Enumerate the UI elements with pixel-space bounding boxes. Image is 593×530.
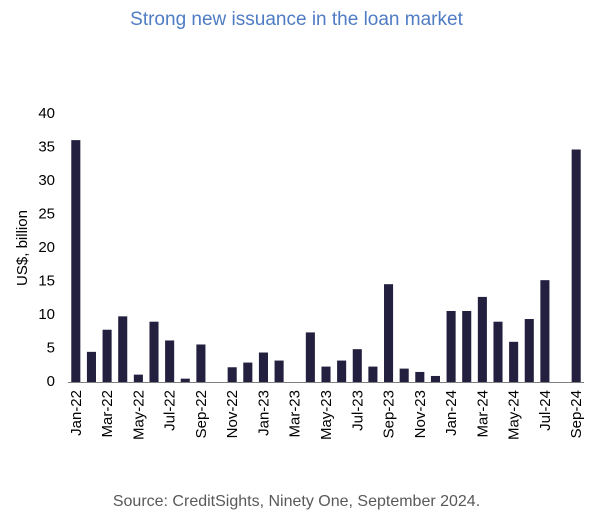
bar-feb-24 bbox=[462, 310, 472, 382]
bar-mar-22 bbox=[102, 329, 112, 382]
x-tick-label: Mar-22 bbox=[99, 390, 116, 438]
bars bbox=[71, 140, 581, 382]
bar-feb-23 bbox=[274, 360, 284, 382]
x-tick-label: Sep-24 bbox=[568, 390, 585, 438]
bar-aug-22 bbox=[180, 378, 190, 382]
bar-jan-24 bbox=[446, 310, 456, 382]
x-tick-label: Mar-23 bbox=[287, 390, 304, 438]
y-tick-label: 0 bbox=[47, 373, 55, 390]
bar-sep-23 bbox=[384, 284, 394, 382]
bar-chart: US$, billion 0 5 10 15 20 25 30 35 40 Jan-22 Mar-… bbox=[14, 105, 585, 440]
bar-apr-22 bbox=[118, 316, 128, 382]
x-tick-label: Jan-23 bbox=[255, 390, 272, 436]
bar-aug-23 bbox=[368, 366, 378, 382]
bar-apr-24 bbox=[493, 321, 503, 382]
x-tick-label: May-23 bbox=[318, 390, 335, 440]
bar-jun-22 bbox=[149, 321, 159, 382]
chart-title: Strong new issuance in the loan market bbox=[130, 9, 463, 30]
bar-apr-23 bbox=[305, 332, 315, 382]
bar-feb-22 bbox=[86, 351, 96, 382]
bar-jun-24 bbox=[524, 319, 534, 382]
y-axis-title: US$, billion bbox=[14, 210, 31, 286]
x-tick-label: Sep-22 bbox=[193, 390, 210, 438]
x-tick-label: Jan-24 bbox=[443, 390, 460, 436]
x-axis-ticks: Jan-22 Mar-22 May-22 Jul-22 Sep-22 Nov-22 Jan-… bbox=[68, 390, 585, 440]
x-tick-label: Mar-24 bbox=[474, 390, 491, 438]
y-tick-label: 30 bbox=[38, 172, 55, 189]
source-note: Source: CreditSights, Ninety One, Septem… bbox=[112, 493, 481, 510]
bar-jan-22 bbox=[71, 140, 81, 382]
bar-dec-22 bbox=[243, 362, 253, 382]
bar-nov-23 bbox=[415, 371, 425, 382]
bar-sep-22 bbox=[196, 344, 206, 382]
x-tick-label: Jul-22 bbox=[162, 390, 179, 431]
x-tick-label: May-22 bbox=[130, 390, 147, 440]
y-tick-label: 5 bbox=[47, 339, 55, 356]
x-tick-label: Nov-22 bbox=[224, 390, 241, 438]
y-tick-label: 20 bbox=[38, 239, 55, 256]
bar-nov-22 bbox=[227, 367, 237, 382]
y-tick-label: 10 bbox=[38, 306, 55, 323]
bar-mar-24 bbox=[477, 296, 487, 382]
bar-sep-24 bbox=[571, 149, 581, 382]
x-tick-label: Jul-23 bbox=[349, 390, 366, 431]
bar-oct-23 bbox=[399, 368, 409, 382]
bar-jun-23 bbox=[337, 360, 347, 382]
bar-may-24 bbox=[509, 341, 519, 382]
bar-may-22 bbox=[133, 374, 143, 382]
y-tick-label: 40 bbox=[38, 105, 55, 122]
bar-jul-24 bbox=[540, 280, 550, 382]
x-tick-label: Nov-23 bbox=[412, 390, 429, 438]
y-tick-label: 15 bbox=[38, 272, 55, 289]
bar-dec-23 bbox=[430, 375, 440, 382]
y-tick-label: 25 bbox=[38, 205, 55, 222]
y-tick-label: 35 bbox=[38, 138, 55, 155]
x-tick-label: Jul-24 bbox=[537, 390, 554, 431]
bar-jul-22 bbox=[165, 340, 175, 382]
x-tick-label: Sep-23 bbox=[381, 390, 398, 438]
y-axis-ticks: 0 5 10 15 20 25 30 35 40 bbox=[38, 105, 55, 390]
x-tick-label: Jan-22 bbox=[68, 390, 85, 436]
x-tick-label: May-24 bbox=[506, 390, 523, 440]
bar-jan-23 bbox=[258, 352, 268, 382]
bar-may-23 bbox=[321, 366, 331, 382]
bar-jul-23 bbox=[352, 349, 362, 382]
